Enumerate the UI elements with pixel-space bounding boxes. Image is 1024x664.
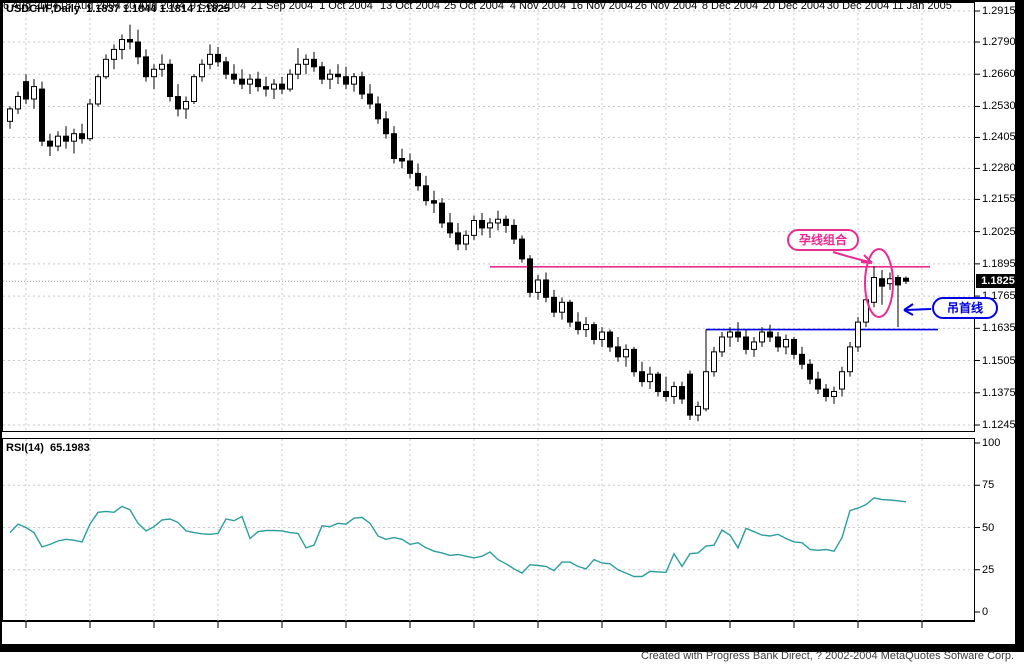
rsi-tick-label: 0 [982, 606, 989, 618]
date-tick-label: 18 Aug 2004 [59, 0, 121, 12]
price-tick-label: 1.1375 [982, 386, 1016, 399]
harami-annotation-label[interactable]: 孕线组合 [787, 229, 859, 251]
price-chart-pane[interactable] [2, 2, 975, 432]
price-tick-label: 1.2025 [982, 225, 1016, 238]
current-price-box: 1.1825 [976, 274, 1020, 289]
date-tick-label: 4 Nov 2004 [509, 0, 567, 12]
price-tick-label: 1.1635 [982, 322, 1016, 335]
credit-text: Created with Progress Bank Direct, ? 200… [641, 650, 1014, 662]
date-tick-label: 20 Dec 2004 [762, 0, 826, 12]
date-tick-label: 8 Dec 2004 [701, 0, 759, 12]
price-tick-label: 1.2915 [982, 5, 1016, 17]
date-tick-label: 25 Oct 2004 [444, 0, 504, 12]
price-tick-label: 1.2405 [982, 131, 1016, 144]
rsi-indicator-pane[interactable] [2, 438, 975, 622]
rsi-tick-label: 25 [982, 563, 995, 576]
date-tick-label: 13 Oct 2004 [380, 0, 440, 12]
rsi-tick-label: 50 [982, 521, 995, 534]
date-tick-label: 16 Nov 2004 [570, 0, 634, 12]
frame-bottom [0, 644, 1024, 652]
frame-top [0, 0, 1024, 2]
rsi-indicator-label: RSI(14) 65.1983 [6, 442, 90, 454]
rsi-tick-label: 100 [982, 437, 1001, 449]
date-tick-label: 30 Aug 2004 [123, 0, 185, 12]
date-tick-label: 6 Aug 2004 [3, 0, 59, 12]
price-tick-label: 1.2280 [982, 162, 1016, 175]
date-tick-label: 1 Oct 2004 [319, 0, 373, 12]
price-tick-label: 1.2530 [982, 100, 1016, 113]
rsi-tick-label: 75 [982, 479, 995, 492]
date-tick-label: 11 Jan 2005 [892, 0, 952, 12]
price-tick-label: 1.1895 [982, 257, 1016, 270]
price-tick-label: 1.2155 [982, 193, 1016, 206]
hanging-man-annotation-label[interactable]: 吊首线 [932, 297, 998, 319]
date-tick-label: 21 Sep 2004 [250, 0, 314, 12]
price-tick-label: 1.1505 [982, 354, 1016, 367]
symbol-title-ohlc: USDCHF,Daily 1.1837 1.1844 1.1814 1.1825 [6, 3, 230, 15]
price-tick-label: 1.1245 [982, 419, 1016, 431]
date-tick-label: 30 Dec 2004 [826, 0, 890, 12]
price-tick-label: 1.2660 [982, 68, 1016, 81]
date-tick-label: 26 Nov 2004 [634, 0, 698, 12]
date-tick-label: 9 Sep 2004 [189, 0, 247, 12]
frame-right [1015, 0, 1024, 652]
price-tick-label: 1.2790 [982, 35, 1016, 48]
frame-left [0, 0, 2, 652]
